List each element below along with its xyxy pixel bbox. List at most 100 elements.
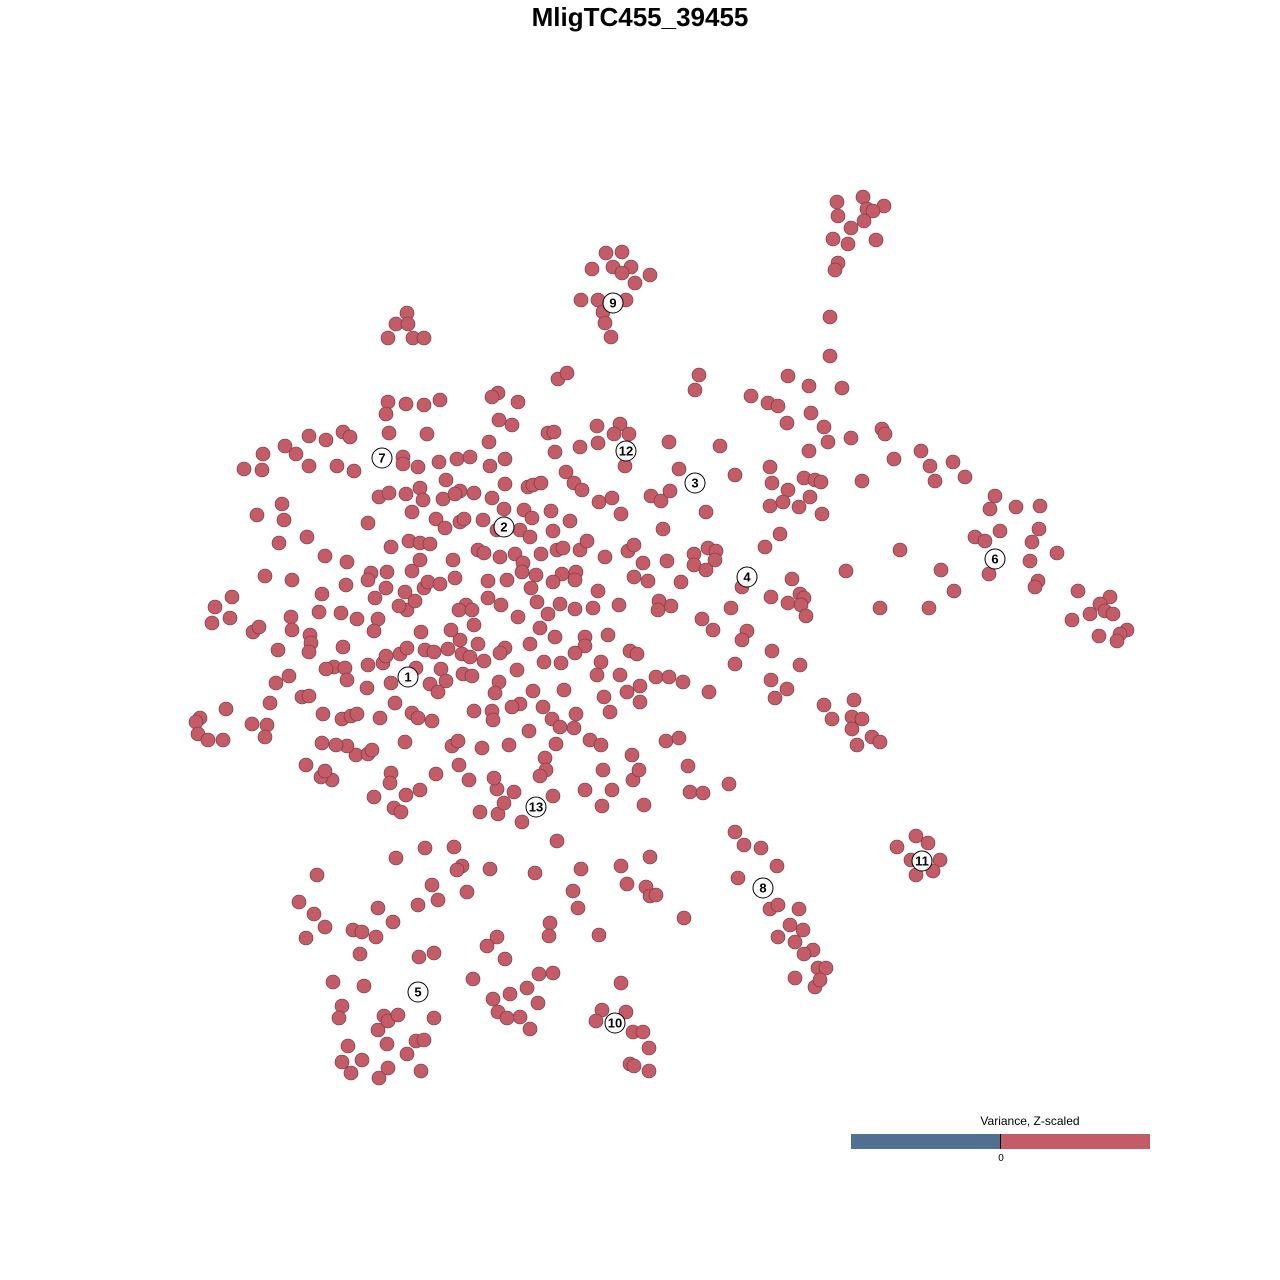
data-point xyxy=(447,570,463,586)
data-point xyxy=(787,970,803,986)
data-point xyxy=(673,574,689,590)
data-point xyxy=(565,883,581,899)
data-point xyxy=(671,730,687,746)
data-point xyxy=(314,735,330,751)
cluster-label: 6 xyxy=(984,548,1006,570)
cluster-label: 12 xyxy=(615,440,637,462)
data-point xyxy=(440,641,456,657)
data-point xyxy=(854,711,870,727)
data-point xyxy=(927,473,943,489)
data-point xyxy=(798,608,814,624)
data-point xyxy=(465,971,481,987)
data-point xyxy=(382,775,398,791)
data-point xyxy=(547,629,563,645)
data-point xyxy=(566,720,582,736)
data-point xyxy=(251,619,267,635)
cluster-label-text: 4 xyxy=(743,570,751,585)
data-point xyxy=(521,723,537,739)
data-point xyxy=(591,494,607,510)
data-point xyxy=(333,605,349,621)
cluster-label-badge xyxy=(984,548,1006,570)
data-point xyxy=(589,418,605,434)
data-point xyxy=(385,914,401,930)
data-point xyxy=(510,394,526,410)
data-point xyxy=(298,757,314,773)
data-point xyxy=(415,492,431,508)
data-point xyxy=(727,824,743,840)
data-point xyxy=(872,734,888,750)
data-point xyxy=(877,426,893,442)
data-point xyxy=(379,564,395,580)
data-point xyxy=(496,795,512,811)
data-point xyxy=(1102,589,1118,605)
data-point xyxy=(383,539,399,555)
data-point xyxy=(485,712,501,728)
data-point xyxy=(532,768,548,784)
data-point xyxy=(545,574,561,590)
data-point xyxy=(349,611,365,627)
cluster-label-badge xyxy=(684,472,706,494)
data-point xyxy=(619,876,635,892)
data-point xyxy=(707,552,723,568)
data-point xyxy=(451,757,467,773)
data-point xyxy=(779,681,795,697)
data-point xyxy=(288,446,304,462)
data-point xyxy=(222,610,238,626)
data-point xyxy=(224,589,240,605)
data-point xyxy=(572,439,588,455)
data-point xyxy=(946,583,962,599)
data-point xyxy=(780,595,796,611)
data-point xyxy=(872,600,888,616)
data-point xyxy=(404,563,420,579)
data-point xyxy=(366,623,382,639)
data-point xyxy=(530,995,546,1011)
data-point xyxy=(274,496,290,512)
data-point xyxy=(419,426,435,442)
data-point xyxy=(795,922,811,938)
data-point xyxy=(370,900,386,916)
data-point xyxy=(432,576,448,592)
data-point xyxy=(536,654,552,670)
colorbar-tick-label: 0 xyxy=(998,1153,1004,1164)
cluster-label: 1 xyxy=(397,666,419,688)
data-point xyxy=(642,267,658,283)
data-point xyxy=(547,444,563,460)
data-point xyxy=(378,580,394,596)
data-point xyxy=(585,600,601,616)
data-point xyxy=(977,533,993,549)
data-point xyxy=(570,900,586,916)
data-point xyxy=(416,1032,432,1048)
cluster-label-badge xyxy=(397,666,419,688)
data-point xyxy=(366,789,382,805)
data-point xyxy=(818,960,834,976)
data-point xyxy=(343,1065,359,1081)
data-point xyxy=(413,1063,429,1079)
data-point xyxy=(367,590,383,606)
data-point xyxy=(763,589,779,605)
data-point xyxy=(428,511,444,527)
data-point xyxy=(624,747,640,763)
data-point xyxy=(424,713,440,729)
data-point xyxy=(555,540,571,556)
data-point xyxy=(334,1054,350,1070)
data-point xyxy=(339,554,355,570)
data-point xyxy=(648,669,664,685)
data-point xyxy=(283,609,299,625)
data-point xyxy=(606,426,622,442)
colorbar xyxy=(851,1134,1150,1149)
data-point xyxy=(497,476,513,492)
data-point xyxy=(501,737,517,753)
data-point xyxy=(577,782,593,798)
cluster-label-badge xyxy=(371,447,393,469)
data-point xyxy=(802,489,818,505)
data-point xyxy=(493,597,509,613)
data-point xyxy=(499,1010,515,1026)
data-point xyxy=(335,639,351,655)
data-point xyxy=(597,549,613,565)
data-point xyxy=(613,975,629,991)
data-point xyxy=(236,461,252,477)
data-point xyxy=(318,432,334,448)
data-point xyxy=(727,467,743,483)
data-point xyxy=(775,494,791,510)
data-point xyxy=(380,394,396,410)
